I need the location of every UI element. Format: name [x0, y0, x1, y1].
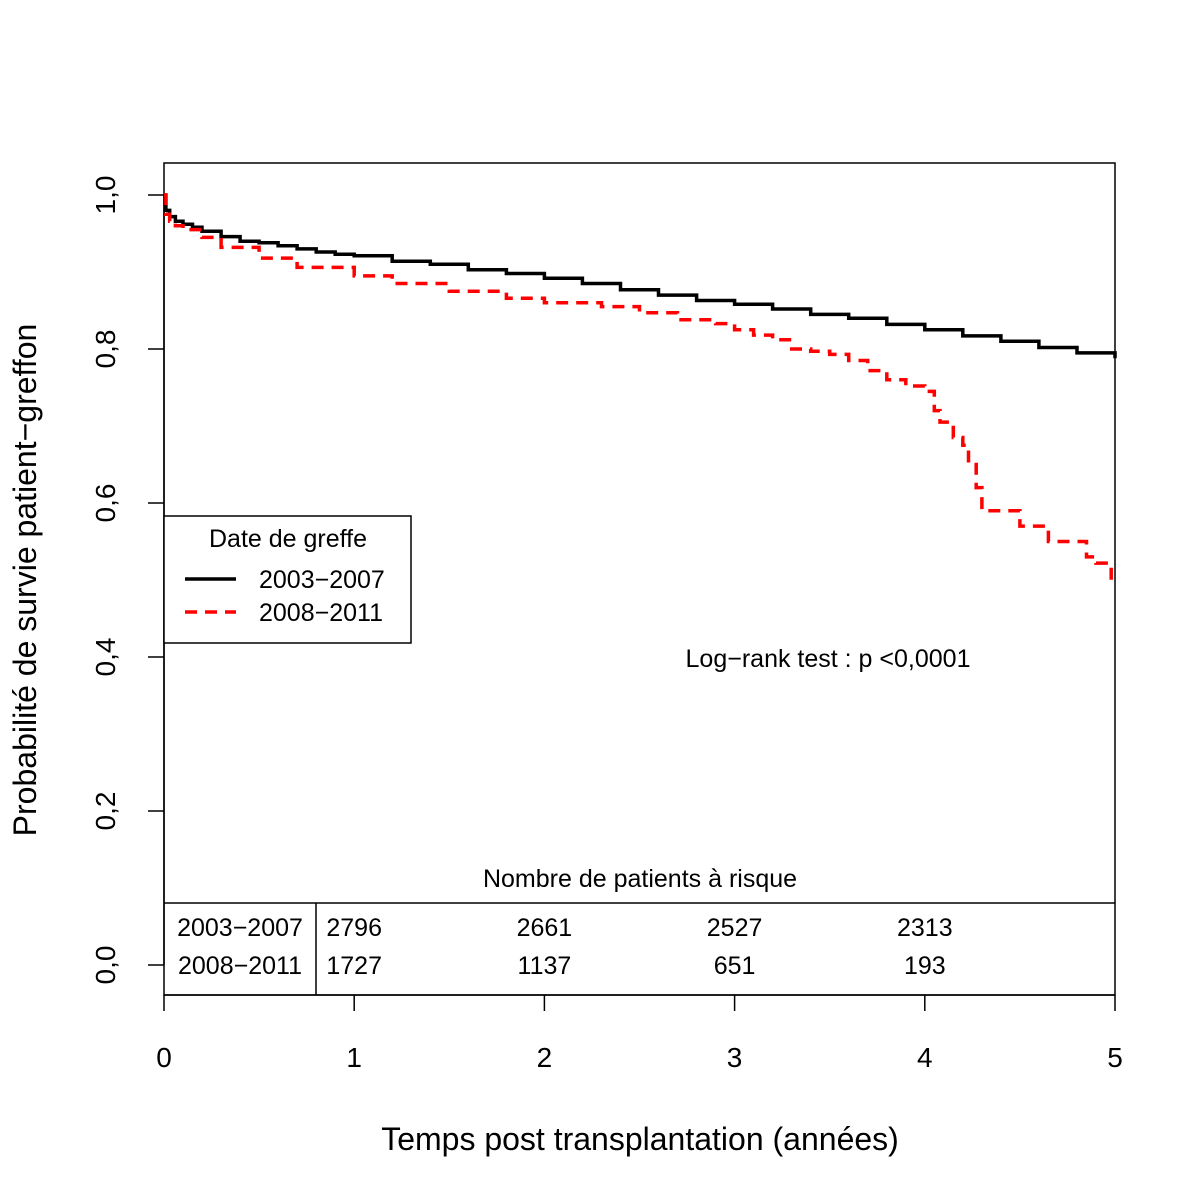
y-tick-label: 0,6	[90, 484, 121, 523]
x-tick-label: 4	[917, 1042, 933, 1073]
risk-row-label: 2008−2011	[178, 952, 302, 980]
x-axis-title: Temps post transplantation (années)	[381, 1121, 899, 1157]
legend: Date de greffe 2003−2007 2008−2011	[163, 515, 412, 644]
risk-value: 2796	[326, 914, 382, 942]
risk-table-title: Nombre de patients à risque	[483, 865, 797, 893]
risk-value: 2313	[897, 914, 953, 942]
x-axis-ticks: 0 1 2 3 4 5	[156, 995, 1123, 1073]
risk-value: 651	[714, 952, 756, 980]
y-axis-title: Probabilité de survie patient−greffon	[7, 324, 43, 837]
risk-value: 1137	[518, 952, 572, 980]
x-tick-label: 1	[346, 1042, 362, 1073]
risk-row-label: 2003−2007	[177, 914, 303, 942]
risk-value: 193	[904, 952, 946, 980]
y-tick-label: 0,8	[90, 330, 121, 369]
risk-table: Nombre de patients à risque 2003−2007 20…	[164, 865, 1115, 995]
x-tick-label: 0	[156, 1042, 172, 1073]
series-line-2008-2011	[164, 193, 1117, 584]
series-line-2003-2007	[164, 193, 1117, 359]
x-tick-label: 2	[537, 1042, 553, 1073]
risk-value: 2527	[707, 914, 763, 942]
log-rank-annotation: Log−rank test : p <0,0001	[686, 645, 971, 673]
legend-label-2008-2011: 2008−2011	[259, 599, 383, 627]
legend-label-2003-2007: 2003−2007	[259, 566, 385, 594]
x-tick-label: 3	[727, 1042, 743, 1073]
y-tick-label: 0,4	[90, 638, 121, 677]
y-tick-label: 0,0	[90, 946, 121, 985]
series-layer	[164, 193, 1117, 584]
y-tick-label: 0,2	[90, 792, 121, 831]
x-tick-label: 5	[1107, 1042, 1123, 1073]
risk-value: 1727	[326, 952, 382, 980]
legend-title: Date de greffe	[209, 525, 367, 553]
risk-value: 2661	[517, 914, 573, 942]
y-axis-ticks: 0,0 0,2 0,4 0,6 0,8 1,0	[90, 176, 164, 985]
risk-values: 2796 2661 2527 2313 1727 1137 651 193	[326, 914, 952, 980]
y-tick-label: 1,0	[90, 176, 121, 215]
